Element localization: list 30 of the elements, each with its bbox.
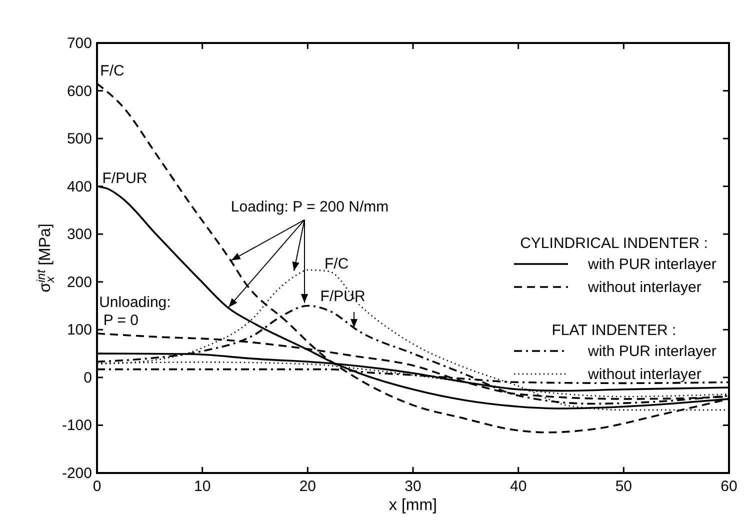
y-tick-label: 300 (66, 226, 92, 244)
x-tick-label: 60 (720, 478, 738, 495)
y-tick-label: -100 (62, 417, 92, 434)
annotation: F/C (100, 62, 124, 80)
x-tick-label: 50 (615, 478, 632, 495)
x-tick-label: 30 (404, 478, 422, 495)
y-tick-label: 200 (66, 274, 92, 291)
y-tick-label: -200 (62, 465, 92, 482)
legend-label: with PUR interlayer (587, 256, 716, 273)
y-tick-label: 500 (66, 130, 92, 148)
y-tick-label: 400 (66, 178, 92, 196)
annotation: F/PUR (102, 170, 148, 187)
y-tick-label: 100 (66, 322, 92, 339)
annotation: F/C (324, 256, 349, 273)
annotation: Unloading: (99, 294, 171, 312)
annotation: FLAT INDENTER : (552, 322, 676, 339)
x-tick-label: 10 (194, 478, 211, 495)
y-tick-label: 700 (66, 35, 92, 52)
legend-label: without interlayer (587, 279, 702, 296)
x-tick-label: 40 (510, 478, 527, 495)
legend-label: without interlayer (587, 366, 702, 383)
legend-label: with PUR interlayer (587, 343, 716, 360)
x-tick-label: 20 (299, 478, 316, 495)
annotation: P = 0 (103, 312, 138, 329)
annotation: CYLINDRICAL INDENTER : (520, 235, 708, 252)
y-tick-label: 600 (66, 82, 92, 100)
annotation: F/PUR (320, 288, 366, 305)
annotation: Loading: P = 200 N/mm (230, 198, 389, 216)
x-axis-title: x [mm] (389, 497, 437, 514)
y-tick-label: 0 (84, 369, 92, 386)
